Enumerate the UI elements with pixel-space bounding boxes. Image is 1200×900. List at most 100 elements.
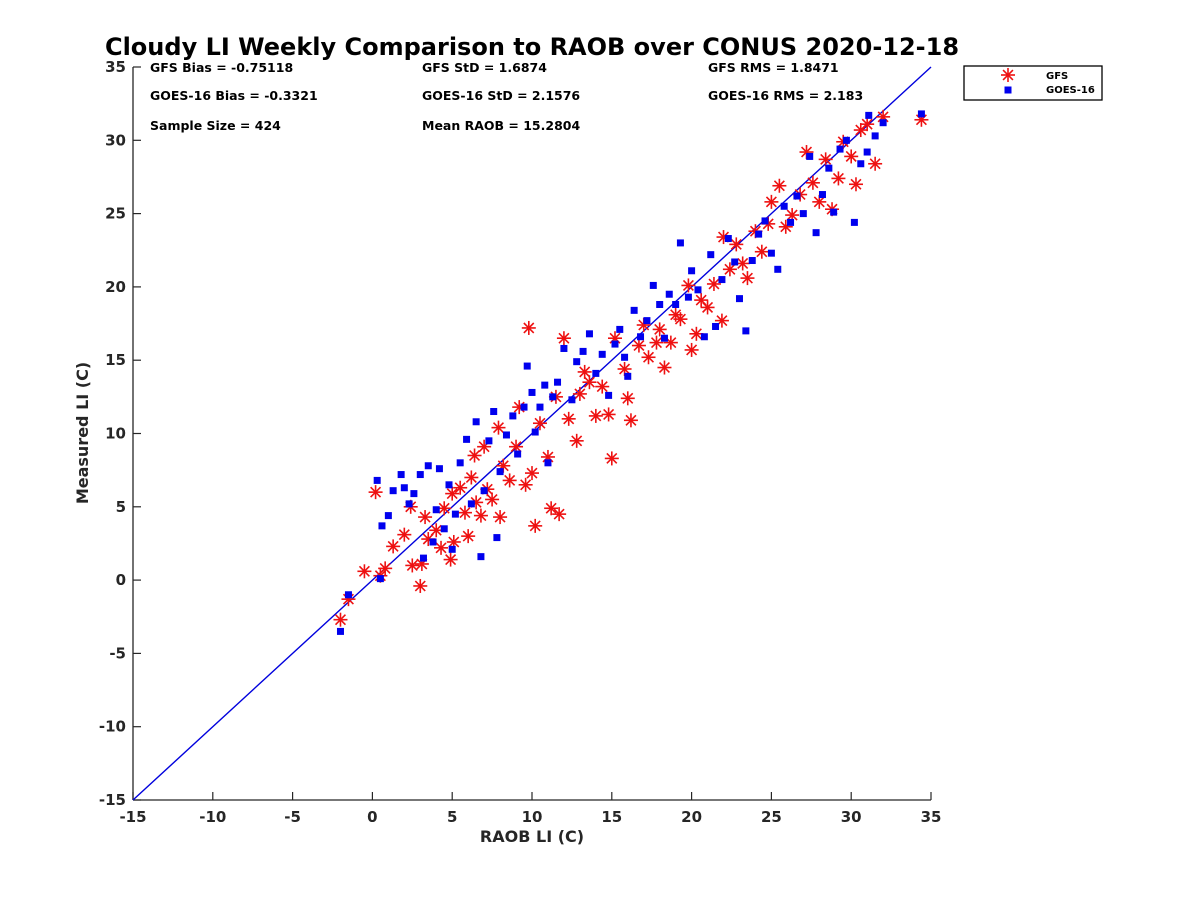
gfs-point [413,578,428,593]
goes16-point [879,119,887,127]
x-tick-label: -10 [199,808,226,826]
goes16-point [665,290,673,298]
goes16-point [445,481,453,489]
goes16-point [830,208,838,216]
goes16-point [554,378,562,386]
goes16-point [463,435,471,443]
goes16-point [694,286,702,294]
goes16-point [616,325,624,333]
y-tick-label: 20 [105,278,126,296]
goes16-point [731,258,739,266]
gfs-point [572,386,587,401]
gfs-point [544,501,559,516]
gfs-point [785,208,800,223]
gfs-point [740,271,755,286]
stat-goes-std: GOES-16 StD = 2.1576 [422,88,580,103]
y-tick-label: -10 [99,718,126,736]
goes16-point [836,145,844,153]
gfs-point [491,420,506,435]
goes16-point [376,575,384,583]
stat-goes-bias: GOES-16 Bias = -0.3321 [150,88,318,103]
goes16-point [496,468,504,476]
gfs-point [445,486,460,501]
y-tick-label: 35 [105,58,126,76]
goes16-point [621,353,629,361]
chart-title: Cloudy LI Weekly Comparison to RAOB over… [105,33,959,61]
stat-gfs-bias: GFS Bias = -0.75118 [150,60,293,75]
y-tick-label: 0 [116,571,126,589]
gfs-point [754,244,769,259]
gfs-point [357,564,372,579]
goes16-point [735,295,743,303]
goes16-point [435,465,443,473]
goes16-point [825,164,833,172]
goes16-point [712,322,720,330]
goes16-point [724,235,732,243]
goes16-point [523,362,531,370]
goes16-point [549,393,557,401]
goes16-point [812,229,820,237]
gfs-point [437,501,452,516]
gfs-point [378,561,393,576]
goes16-point [793,192,801,200]
gfs-point [631,338,646,353]
goes16-point [432,506,440,514]
goes16-point [560,344,568,352]
goes16-point [400,484,408,492]
gfs-point [617,361,632,376]
goes16-point [440,525,448,533]
goes16-point [707,251,715,259]
gfs-point [595,379,610,394]
gfs-point [405,558,420,573]
legend-label-gfs: GFS [1046,71,1068,82]
goes16-point [806,152,814,160]
x-tick-label: 5 [447,808,457,826]
goes16-point [493,534,501,542]
goes16-point [416,471,424,479]
gfs-point [473,508,488,523]
goes16-point [451,510,459,518]
gfs-point [577,364,592,379]
plot-axes: -15 -10 -5 0 5 10 15 20 25 30 35 -15 -10 -5 0 5 10 15 20 25… [99,58,942,826]
stats-block: GFS Bias = -0.75118 GOES-16 Bias = -0.33… [150,60,863,133]
goes16-point [780,202,788,210]
goes16-point [544,459,552,467]
gfs-point [620,391,635,406]
gfs-point [532,416,547,431]
legend: GFS GOES-16 [963,65,1103,101]
goes16-point [410,490,418,498]
goes16-point [502,431,510,439]
goes16-point [405,500,413,508]
goes16-point [611,340,619,348]
goes16-point [684,293,692,301]
gfs-point [831,171,846,186]
goes16-point [373,476,381,484]
goes16-point [660,334,668,342]
gfs-point [649,335,664,350]
gfs-point [641,350,656,365]
y-tick-label: 25 [105,205,126,223]
goes16-point [397,471,405,479]
gfs-point [673,312,688,327]
goes16-point [509,412,517,420]
gfs-point [764,194,779,209]
x-tick-label: 10 [522,808,543,826]
goes16-point [541,381,549,389]
goes16-point [857,160,865,168]
goes16-point [850,218,858,226]
goes16-point [863,148,871,156]
gfs-point [457,505,472,520]
y-tick-label: -15 [99,791,126,809]
gfs-point [569,433,584,448]
x-tick-label: 35 [921,808,942,826]
legend-box [963,65,1103,101]
stat-goes-rms: GOES-16 RMS = 2.183 [708,88,863,103]
gfs-point [443,552,458,567]
goes16-point [531,428,539,436]
goes16-point [787,218,795,226]
goes16-point [448,545,456,553]
goes16-point [585,330,593,338]
goes16-point [799,210,807,218]
gfs-point [467,448,482,463]
gfs-point [652,322,667,337]
